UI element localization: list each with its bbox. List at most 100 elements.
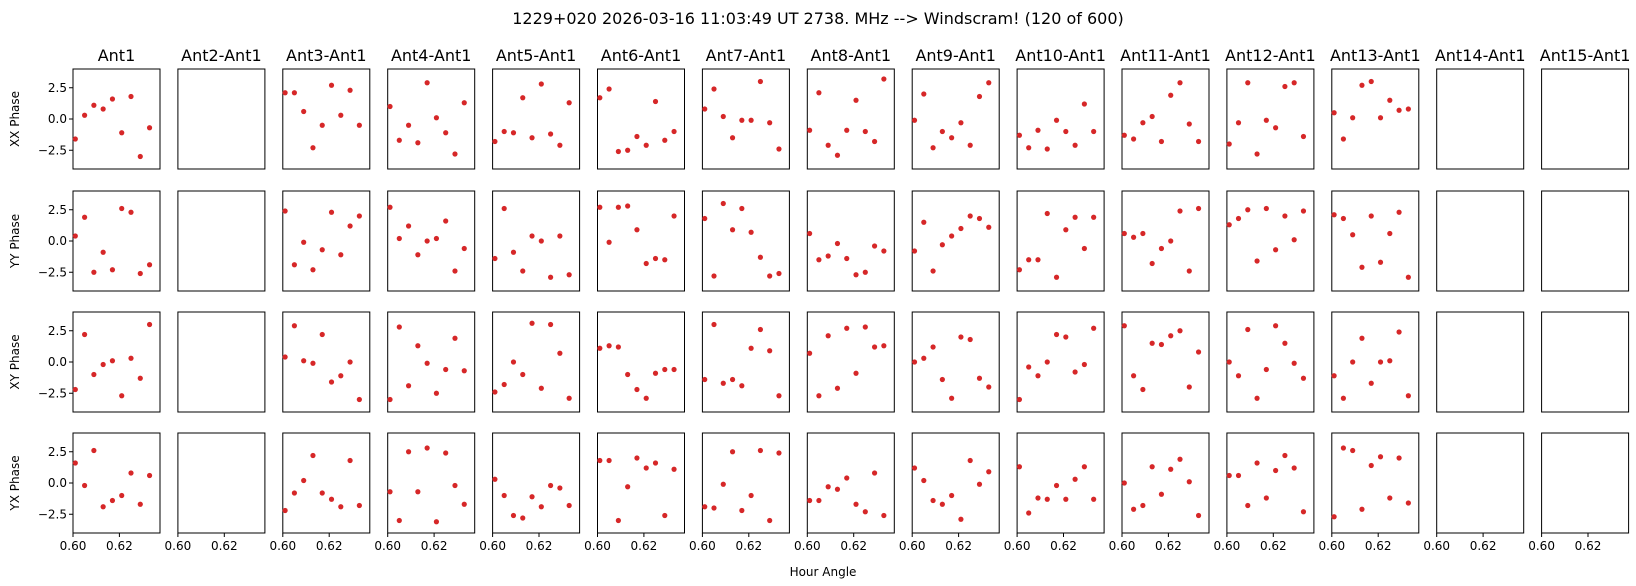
data-point <box>816 257 822 263</box>
panel-frame <box>597 311 685 413</box>
panel-yx-phase-ant7-ant1: 0.60 0.62 <box>689 432 790 553</box>
panel-xy-phase-ant7-ant1 <box>701 311 790 413</box>
data-point <box>146 321 153 328</box>
panel-frame <box>1121 311 1210 413</box>
data-point <box>662 137 668 143</box>
panel-xx-phase-ant14-ant1: Ant14-Ant1 <box>1435 46 1526 170</box>
data-point <box>1081 361 1087 368</box>
panel-frame <box>1226 68 1315 170</box>
panel-frame <box>806 68 895 170</box>
data-point <box>1016 464 1023 470</box>
data-point <box>825 142 831 148</box>
panel-yy-phase-ant14-ant1 <box>1436 190 1525 292</box>
panel-xx-phase-ant7-ant1: Ant7-Ant1 <box>701 46 790 170</box>
data-point <box>1053 274 1060 280</box>
data-point <box>566 100 572 106</box>
data-point <box>538 504 544 510</box>
data-point <box>548 131 554 137</box>
panel-frame <box>492 311 581 413</box>
panel-frame <box>1331 311 1420 413</box>
panel-yy-phase-ant5-ant1 <box>492 190 581 292</box>
data-point <box>1226 222 1232 228</box>
data-point <box>597 457 603 464</box>
data-point <box>739 383 745 389</box>
column-title-ant10-ant1: Ant10-Ant1 <box>1015 46 1106 65</box>
column-title-ant3-ant1: Ant3-Ant1 <box>286 46 367 65</box>
data-point <box>1377 259 1384 265</box>
data-point <box>319 247 325 253</box>
data-point <box>461 501 467 507</box>
data-point <box>338 504 344 510</box>
column-title-ant11-ant1: Ant11-Ant1 <box>1120 46 1211 65</box>
panel-frame <box>911 432 1000 534</box>
panel-yx-phase-ant6-ant1: 0.60 0.62 <box>584 432 685 553</box>
panel-xy-phase-ant9-ant1 <box>911 311 1000 413</box>
data-point <box>1377 115 1384 121</box>
data-point <box>652 370 659 376</box>
data-point <box>557 142 563 148</box>
data-point <box>405 383 412 389</box>
data-point <box>1273 125 1279 131</box>
data-point <box>119 205 125 212</box>
data-point <box>958 516 964 522</box>
data-point <box>1177 456 1183 462</box>
data-point <box>967 213 973 219</box>
panel-frame <box>1541 432 1630 534</box>
panel-frame <box>1331 190 1420 292</box>
data-point <box>1072 142 1078 148</box>
data-point <box>862 324 868 330</box>
column-title-ant5-ant1: Ant5-Ant1 <box>496 46 577 65</box>
data-point <box>520 95 526 101</box>
data-point <box>291 262 297 268</box>
data-point <box>396 137 402 143</box>
panel-frame <box>1541 68 1630 170</box>
data-point <box>424 360 430 366</box>
data-point <box>538 81 544 87</box>
data-point <box>958 225 964 232</box>
data-point <box>1350 115 1356 121</box>
data-point <box>958 120 964 126</box>
data-point <box>1053 482 1060 489</box>
data-point <box>911 117 918 123</box>
panel-frame <box>911 311 1000 413</box>
panel-yy-phase-ant9-ant1 <box>911 190 1000 292</box>
data-point <box>1340 395 1346 401</box>
panel-frame <box>701 432 790 534</box>
panel-frame <box>387 68 476 170</box>
panel-xy-phase-ant1: −2.5 0.0 2.5 <box>38 311 161 413</box>
x-tick-label: 0.62 <box>211 539 238 553</box>
data-point <box>816 393 822 399</box>
data-point <box>643 142 649 148</box>
data-point <box>1245 502 1251 509</box>
panel-yy-phase-ant3-ant1 <box>282 190 371 292</box>
panel-frame <box>701 68 790 170</box>
data-point <box>1035 127 1041 133</box>
data-point <box>1131 373 1137 379</box>
data-point <box>652 98 659 105</box>
data-point <box>1282 213 1288 219</box>
data-point <box>702 504 708 510</box>
data-point <box>1359 82 1365 88</box>
x-tick-label: 0.60 <box>1423 539 1450 553</box>
panel-frame <box>177 68 266 170</box>
panel-xy-phase-ant12-ant1 <box>1226 311 1315 413</box>
data-point <box>1121 480 1127 486</box>
data-point <box>1091 325 1097 331</box>
data-point <box>520 515 526 521</box>
data-point <box>1186 121 1192 127</box>
data-point <box>767 348 773 354</box>
y-tick-label: 2.5 <box>48 81 67 95</box>
figure-title: 1229+020 2026-03-16 11:03:49 UT 2738. MH… <box>512 9 1124 28</box>
data-point <box>387 396 393 403</box>
data-point <box>433 235 440 242</box>
data-point <box>529 135 535 141</box>
data-point <box>557 485 563 491</box>
data-point <box>1291 80 1297 86</box>
panel-frame <box>806 190 895 292</box>
panel-frame <box>597 190 685 292</box>
data-point <box>91 102 97 108</box>
row-label-yy-phase: YY Phase <box>8 214 22 269</box>
data-point <box>615 344 621 350</box>
data-point <box>1131 234 1137 240</box>
data-point <box>548 274 554 280</box>
